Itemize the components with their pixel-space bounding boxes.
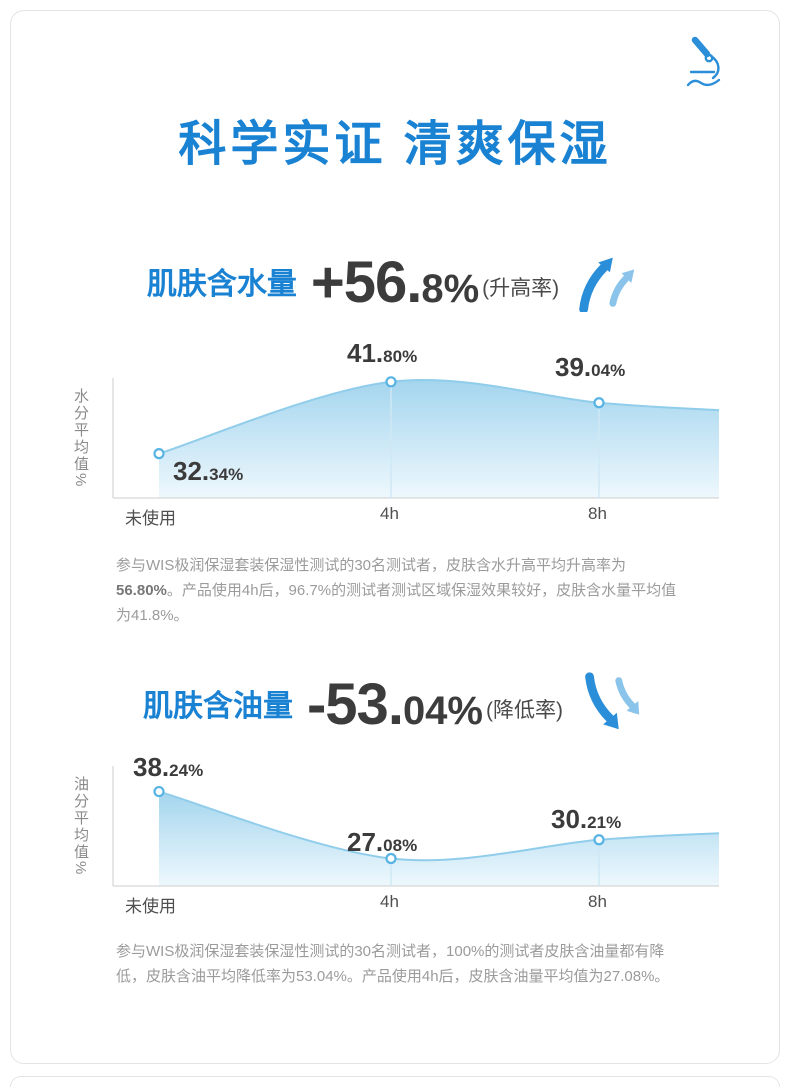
moisture-headline: 肌肤含水量 +56.8% (升高率) — [11, 248, 779, 313]
moisture-value: +56.8% — [311, 254, 479, 312]
moisture-label: 肌肤含水量 — [146, 268, 297, 302]
oil-value-sub: 04% — [402, 689, 483, 734]
oil-point-label-0: 38.24% — [133, 752, 204, 783]
oil-xtick-2: 8h — [588, 892, 607, 912]
moisture-chart: 水分平均值% 32.34% 41.80% 39.04% 未使用 4h 8h — [67, 338, 779, 546]
oil-chart-ylabel: 油分平均值% — [72, 776, 89, 877]
oil-point-label-1: 27.08% — [347, 827, 418, 858]
moisture-xtick-1: 4h — [380, 504, 399, 524]
moisture-point-label-2: 39.04% — [555, 352, 626, 383]
moisture-rate-note: (升高率) — [482, 277, 560, 301]
oil-value: -53.04% — [307, 676, 483, 734]
oil-chart-canvas — [112, 766, 720, 887]
moisture-xtick-0: 未使用 — [125, 509, 176, 529]
microscope-icon — [686, 36, 721, 87]
moisture-description: 参与WIS极润保湿套装保湿性测试的30名测试者，皮肤含水升高平均升高率为56.8… — [116, 557, 677, 624]
oil-xtick-1: 4h — [380, 892, 399, 912]
up-arrows-icon — [579, 257, 635, 313]
oil-label: 肌肤含油量 — [142, 690, 293, 724]
oil-point-label-2: 30.21% — [551, 804, 622, 835]
moisture-point-label-0: 32.34% — [173, 456, 244, 487]
moisture-value-sub: 8% — [421, 267, 480, 312]
moisture-value-main: +56. — [310, 250, 422, 316]
oil-description: 参与WIS极润保湿套装保湿性测试的30名测试者，100%的测试者皮肤含油量都有降… — [116, 943, 670, 986]
down-arrows-icon — [585, 672, 640, 730]
oil-headline: 肌肤含油量 -53.04% (降低率) — [11, 670, 779, 734]
product-detail-card: 科学实证 清爽保湿 肌肤含水量 +56.8% (升高率) 水分平均值% 32.3… — [10, 10, 780, 1064]
moisture-chart-canvas — [112, 376, 720, 499]
moisture-xtick-2: 8h — [588, 504, 607, 524]
moisture-chart-plot: 32.34% 41.80% 39.04% 未使用 4h 8h — [99, 338, 720, 546]
oil-chart-plot: 38.24% 27.08% 30.21% 未使用 4h 8h — [99, 726, 720, 934]
moisture-point-label-1: 41.80% — [347, 338, 418, 369]
oil-value-main: -53. — [306, 672, 404, 738]
page-title: 科学实证 清爽保湿 — [178, 118, 612, 171]
moisture-chart-ylabel: 水分平均值% — [72, 388, 89, 489]
next-card-edge — [10, 1076, 780, 1087]
oil-xtick-0: 未使用 — [125, 897, 176, 917]
oil-rate-note: (降低率) — [486, 699, 563, 723]
oil-chart: 油分平均值% 38.24% 27.08% 30.21% 未使用 4h 8h — [67, 726, 779, 934]
